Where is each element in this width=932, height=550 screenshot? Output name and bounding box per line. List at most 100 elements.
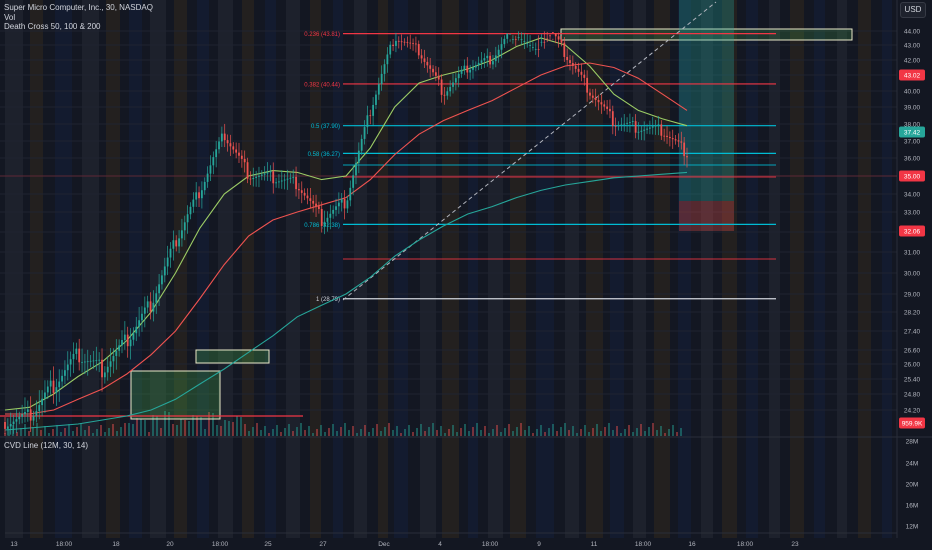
candle-body bbox=[152, 302, 155, 312]
volume-bar bbox=[500, 432, 502, 436]
volume-bar bbox=[24, 424, 26, 436]
y-tick-label: 40.00 bbox=[904, 89, 921, 96]
candle-body bbox=[72, 353, 75, 360]
candle-body bbox=[172, 240, 175, 249]
x-tick-label: 13 bbox=[10, 541, 18, 548]
candle-body bbox=[432, 68, 434, 73]
candle-body bbox=[437, 75, 440, 80]
volume-bar bbox=[56, 425, 58, 436]
price-badge-label: 959.9K bbox=[902, 421, 923, 428]
price-badges: 43.02 37.42 35.00 32.06 959.9K bbox=[899, 69, 925, 429]
volume-bar bbox=[96, 429, 98, 436]
candle-body bbox=[66, 364, 69, 371]
x-tick-label: 20 bbox=[166, 541, 174, 548]
volume-bar bbox=[36, 423, 38, 436]
candle-body bbox=[95, 360, 98, 361]
candle-body bbox=[315, 203, 317, 207]
candle-body bbox=[212, 157, 215, 166]
volume-bar bbox=[180, 419, 182, 436]
candle-body bbox=[591, 95, 594, 98]
volume-bar bbox=[252, 427, 254, 436]
candle-body bbox=[443, 94, 446, 96]
candle-body bbox=[523, 41, 526, 42]
volume-bar bbox=[432, 423, 434, 436]
candle-body bbox=[306, 195, 309, 199]
candle-body bbox=[158, 284, 160, 294]
candle-body bbox=[6, 426, 9, 429]
candle-body bbox=[520, 39, 523, 40]
volume-bar bbox=[224, 420, 226, 436]
candle-body bbox=[474, 65, 477, 68]
price-badge-label: 37.42 bbox=[904, 130, 921, 137]
candle-body bbox=[106, 366, 109, 373]
candle-body bbox=[457, 73, 460, 79]
candle-body bbox=[406, 42, 409, 44]
volume-bar bbox=[264, 426, 266, 436]
candle-body bbox=[412, 43, 414, 44]
volume-bar bbox=[360, 429, 362, 436]
candle-body bbox=[206, 173, 209, 182]
candle-body bbox=[175, 240, 178, 247]
volume-bar bbox=[648, 427, 650, 436]
volume-bar bbox=[328, 428, 330, 436]
volume-bar bbox=[272, 429, 274, 436]
candle-body bbox=[317, 206, 320, 209]
volume-bar bbox=[152, 415, 154, 436]
candle-body bbox=[634, 121, 637, 133]
candle-body bbox=[286, 178, 289, 180]
candle-body bbox=[240, 155, 243, 159]
indicator-label[interactable]: Death Cross 50, 100 & 200 bbox=[4, 22, 101, 31]
candle-body bbox=[44, 392, 46, 399]
candle-body bbox=[129, 339, 132, 347]
candle-body bbox=[671, 138, 674, 140]
volume-bar bbox=[632, 432, 634, 436]
volume-bar bbox=[580, 429, 582, 436]
volume-bar bbox=[400, 433, 402, 436]
session-bands bbox=[5, 0, 892, 538]
session-band bbox=[174, 0, 187, 538]
volume-bar bbox=[628, 425, 630, 436]
candle-body bbox=[549, 35, 551, 37]
volume-bar bbox=[496, 425, 498, 436]
currency-button[interactable]: USD bbox=[900, 2, 926, 18]
x-tick-label: 16 bbox=[688, 541, 696, 548]
symbol-title[interactable]: Super Micro Computer, Inc., 30, NASDAQ bbox=[4, 3, 153, 12]
candle-body bbox=[486, 55, 489, 59]
volume-bar bbox=[440, 426, 442, 436]
candle-body bbox=[363, 127, 366, 139]
axes: 44.0043.0042.0041.0040.0039.0038.0037.00… bbox=[10, 29, 920, 549]
volume-bar bbox=[136, 418, 138, 436]
candle-body bbox=[35, 411, 38, 416]
cvd-tick-label: 28M bbox=[906, 439, 919, 446]
volume-label[interactable]: Vol bbox=[4, 12, 16, 22]
volume-bar bbox=[344, 423, 346, 436]
volume-bar bbox=[232, 422, 234, 436]
session-band bbox=[882, 0, 892, 538]
fib-label: 0.58 (36.27) bbox=[308, 152, 340, 158]
cvd-indicator-label[interactable]: CVD Line (12M, 30, 14) bbox=[4, 441, 89, 450]
ma-line-ma200 bbox=[4, 171, 688, 431]
candle-body bbox=[620, 124, 623, 126]
x-tick-label: 18:00 bbox=[635, 541, 652, 548]
volume-bar bbox=[348, 430, 350, 436]
fib-label: 0.382 (40.44) bbox=[304, 82, 340, 88]
volume-bar bbox=[92, 433, 94, 436]
volume-bar bbox=[144, 420, 146, 436]
candle-body bbox=[677, 140, 680, 142]
candle-body bbox=[155, 293, 158, 303]
candle-body bbox=[123, 334, 126, 340]
candle-body bbox=[460, 69, 463, 74]
volume-bar bbox=[484, 426, 486, 436]
candle-body bbox=[637, 131, 640, 133]
x-tick-label: 18:00 bbox=[482, 541, 499, 548]
candle-body bbox=[617, 125, 620, 127]
x-tick-label: 18:00 bbox=[56, 541, 73, 548]
volume-bar bbox=[376, 424, 378, 436]
session-band bbox=[310, 0, 321, 538]
y-tick-label: 31.00 bbox=[904, 250, 921, 257]
candle-body bbox=[349, 187, 352, 201]
y-tick-label: 38.00 bbox=[904, 122, 921, 129]
session-band bbox=[197, 0, 209, 538]
candle-body bbox=[18, 416, 21, 420]
